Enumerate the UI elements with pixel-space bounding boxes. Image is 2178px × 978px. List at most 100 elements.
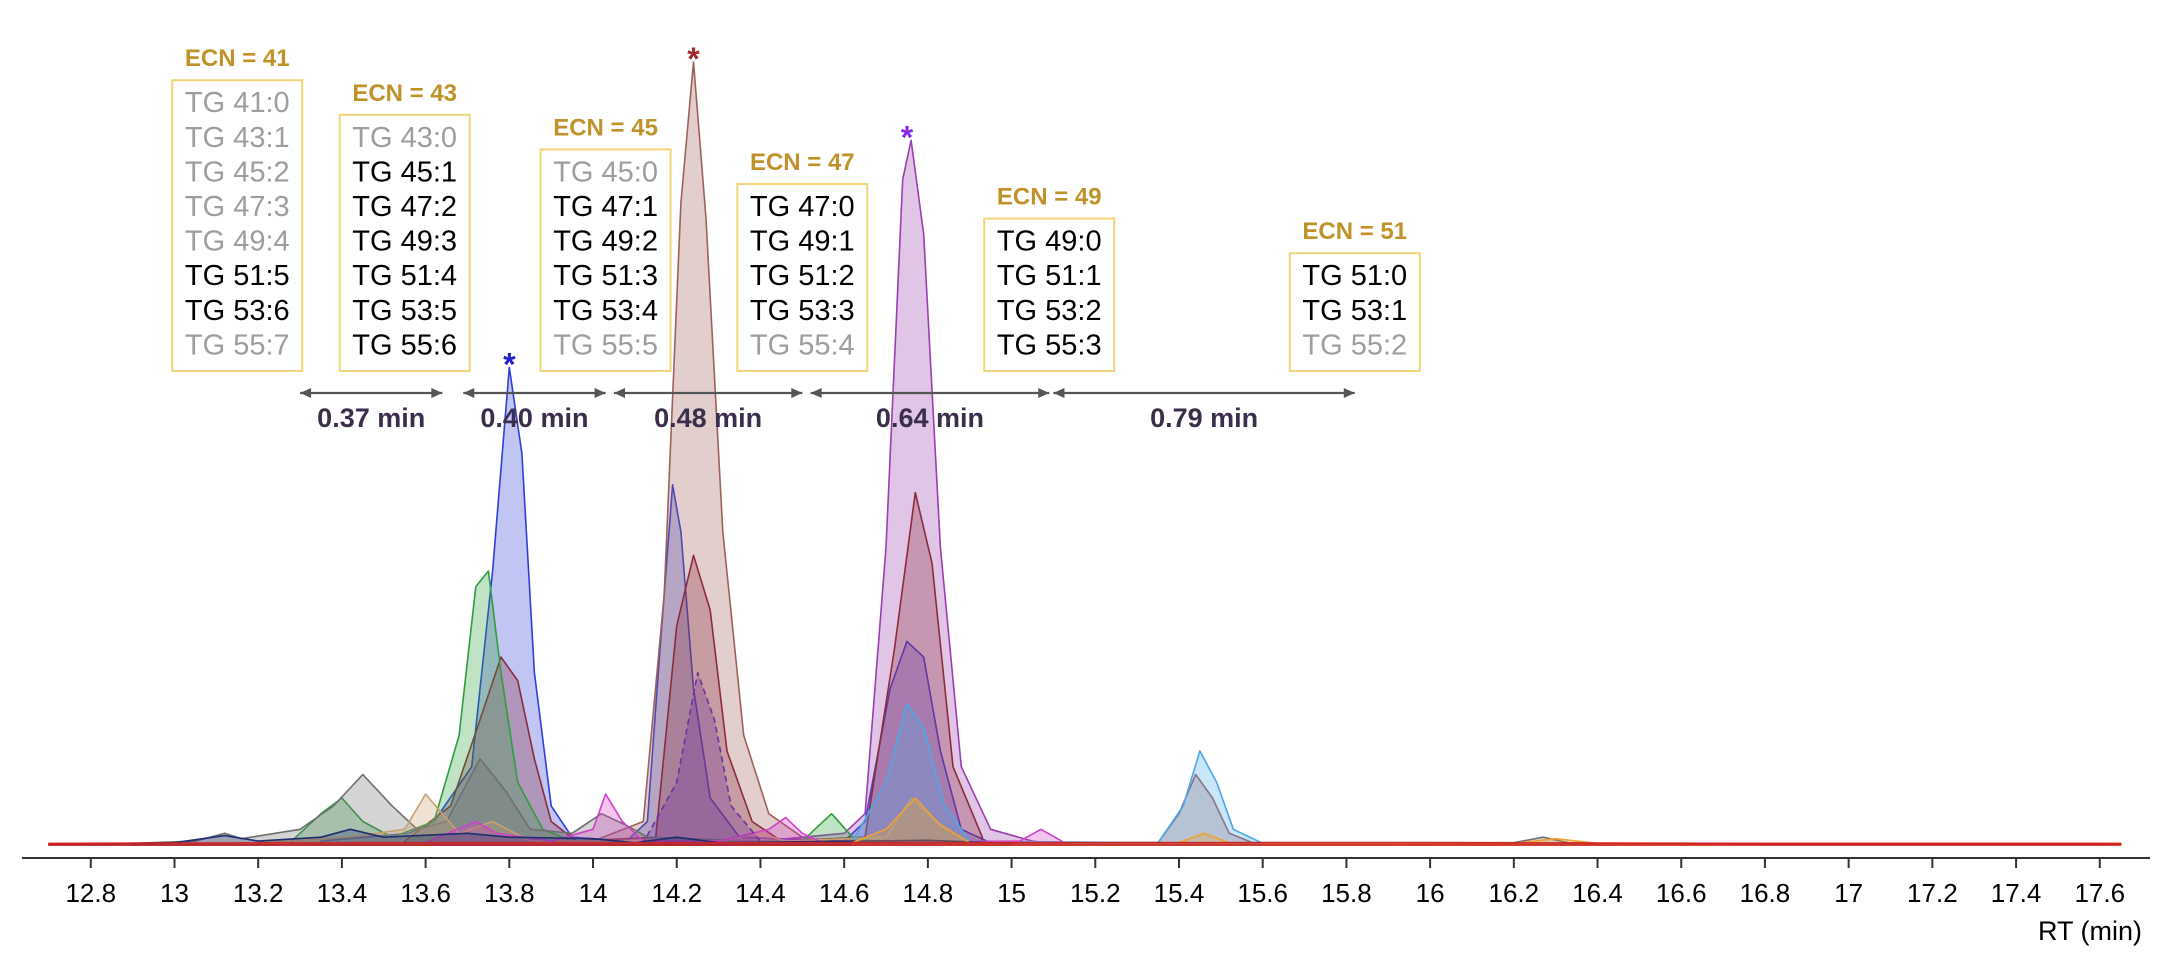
tg-species-label: TG 49:4: [185, 226, 290, 258]
ecn-group: ECN = 47 TG 47:0TG 49:1TG 51:2TG 53:3TG 5…: [736, 149, 869, 372]
tg-species-label: TG 55:6: [352, 329, 457, 361]
x-tick-label: 14.8: [903, 878, 954, 908]
x-axis-title: RT (min): [2038, 916, 2142, 946]
retention-gap-arrows: 0.37 min 0.40 min 0.48 min 0.64 min 0.79 min: [300, 388, 1355, 433]
ecn-group: ECN = 51 TG 51:0TG 53:1TG 55:2: [1288, 218, 1421, 372]
gap-arrow: 0.40 min: [463, 388, 606, 433]
tg-species-label: TG 55:2: [1302, 329, 1407, 361]
tg-species-label: TG 45:1: [352, 156, 457, 188]
x-tick-label: 12.8: [65, 878, 116, 908]
gap-arrow: 0.79 min: [1053, 388, 1355, 433]
x-tick-label: 14.6: [819, 878, 870, 908]
gap-arrow-head-left: [1053, 388, 1065, 398]
gap-arrow-head-right: [594, 388, 606, 398]
tg-species-label: TG 47:3: [185, 191, 290, 223]
tg-species-label: TG 41:0: [185, 87, 290, 119]
ecn-title: ECN = 51: [1302, 218, 1407, 245]
x-axis: 12.8 13 13.2 13.4 13.6 13.8 14 14.2 14.4 14.6 14.8…: [22, 857, 2150, 908]
x-tick-label: 16.8: [1740, 878, 1791, 908]
tg-species-label: TG 53:1: [1302, 295, 1407, 327]
series-trace-maroon: [403, 491, 984, 846]
ecn-box: [338, 113, 471, 373]
marked-peaks: * * *: [503, 41, 914, 382]
gap-arrow: 0.64 min: [810, 388, 1050, 433]
chromatogram-traces: [48, 61, 2122, 846]
ecn-box: [736, 183, 869, 372]
ecn-box: [539, 148, 672, 372]
tg-species-label: TG 55:3: [997, 329, 1102, 361]
gap-arrow-head-left: [810, 388, 822, 398]
gap-arrow-head-left: [300, 388, 312, 398]
x-tick-label: 15.8: [1321, 878, 1372, 908]
series-trace-brown: [592, 61, 1256, 846]
tg-species-label: TG 53:5: [352, 295, 457, 327]
series-trace-gray: [131, 758, 1641, 846]
series-trace-blue: [320, 366, 992, 846]
x-tick-label: 17: [1834, 878, 1863, 908]
tg-species-label: TG 53:6: [185, 295, 290, 327]
x-tick-label: 14.4: [735, 878, 786, 908]
ecn-title: ECN = 41: [185, 45, 290, 72]
tg-species-label: TG 45:0: [553, 156, 658, 188]
x-tick-label: 13.6: [400, 878, 451, 908]
tg-species-label: TG 47:2: [352, 191, 457, 223]
tg-species-label: TG 43:0: [352, 122, 457, 154]
tg-species-label: TG 49:0: [997, 226, 1102, 258]
x-tick-label: 13.2: [233, 878, 284, 908]
gap-arrow-head-right: [1343, 388, 1355, 398]
ecn-box: [1288, 252, 1421, 372]
ecn-box: [171, 79, 304, 372]
tg-species-label: TG 51:5: [185, 260, 290, 292]
x-tick-label: 16.6: [1656, 878, 1707, 908]
tg-species-label: TG 49:1: [750, 226, 855, 258]
gap-label: 0.37 min: [317, 403, 425, 433]
gap-label: 0.40 min: [480, 403, 588, 433]
ecn-group: ECN = 49 TG 49:0TG 51:1TG 53:2TG 55:3: [983, 184, 1116, 372]
x-tick-label: 14.2: [651, 878, 702, 908]
ecn-title: ECN = 47: [750, 149, 855, 176]
x-tick-label: 16: [1416, 878, 1445, 908]
x-tick-label: 15.2: [1070, 878, 1121, 908]
tg-species-label: TG 53:3: [750, 295, 855, 327]
series-trace-red: [48, 841, 2122, 846]
series-trace-purple-dashed: [642, 671, 762, 846]
ecn-box: [983, 217, 1116, 372]
gap-arrow-head-right: [791, 388, 803, 398]
x-tick-label: 17.4: [1991, 878, 2042, 908]
series-trace-darkblue: [48, 828, 1013, 846]
tg-species-label: TG 51:4: [352, 260, 457, 292]
gap-label: 0.48 min: [654, 403, 762, 433]
ecn-title: ECN = 45: [553, 114, 658, 141]
x-tick-label: 16.4: [1572, 878, 1623, 908]
ecn-title: ECN = 43: [352, 80, 457, 107]
tg-species-label: TG 53:2: [997, 295, 1102, 327]
tg-species-label: TG 55:7: [185, 329, 290, 361]
tg-species-label: TG 49:3: [352, 226, 457, 258]
gap-label: 0.64 min: [876, 403, 984, 433]
gap-arrow-head-left: [613, 388, 625, 398]
x-tick-label: 13.8: [484, 878, 535, 908]
series-trace-magenta: [424, 793, 1063, 846]
series-trace-green: [290, 570, 887, 846]
x-tick-label: 15.6: [1237, 878, 1288, 908]
x-tick-label: 16.2: [1489, 878, 1540, 908]
tg-species-label: TG 51:0: [1302, 260, 1407, 292]
x-tick-label: 15.4: [1154, 878, 1205, 908]
x-tick-label: 17.6: [2074, 878, 2125, 908]
gap-arrow-head-right: [1038, 388, 1050, 398]
ecn-group: ECN = 41 TG 41:0TG 43:1TG 45:2TG 47:3TG 4…: [171, 45, 304, 372]
peak-star-marker: *: [901, 119, 914, 155]
tg-species-label: TG 43:1: [185, 122, 290, 154]
gap-arrow: 0.48 min: [613, 388, 803, 433]
gap-label: 0.79 min: [1150, 403, 1258, 433]
gap-arrow-head-left: [463, 388, 475, 398]
gap-arrow-head-right: [431, 388, 443, 398]
x-tick-label: 14: [579, 878, 608, 908]
tg-species-label: TG 55:4: [750, 329, 855, 361]
x-tick-label: 13: [160, 878, 189, 908]
tg-species-label: TG 51:1: [997, 260, 1102, 292]
peak-star-marker: *: [503, 346, 516, 382]
